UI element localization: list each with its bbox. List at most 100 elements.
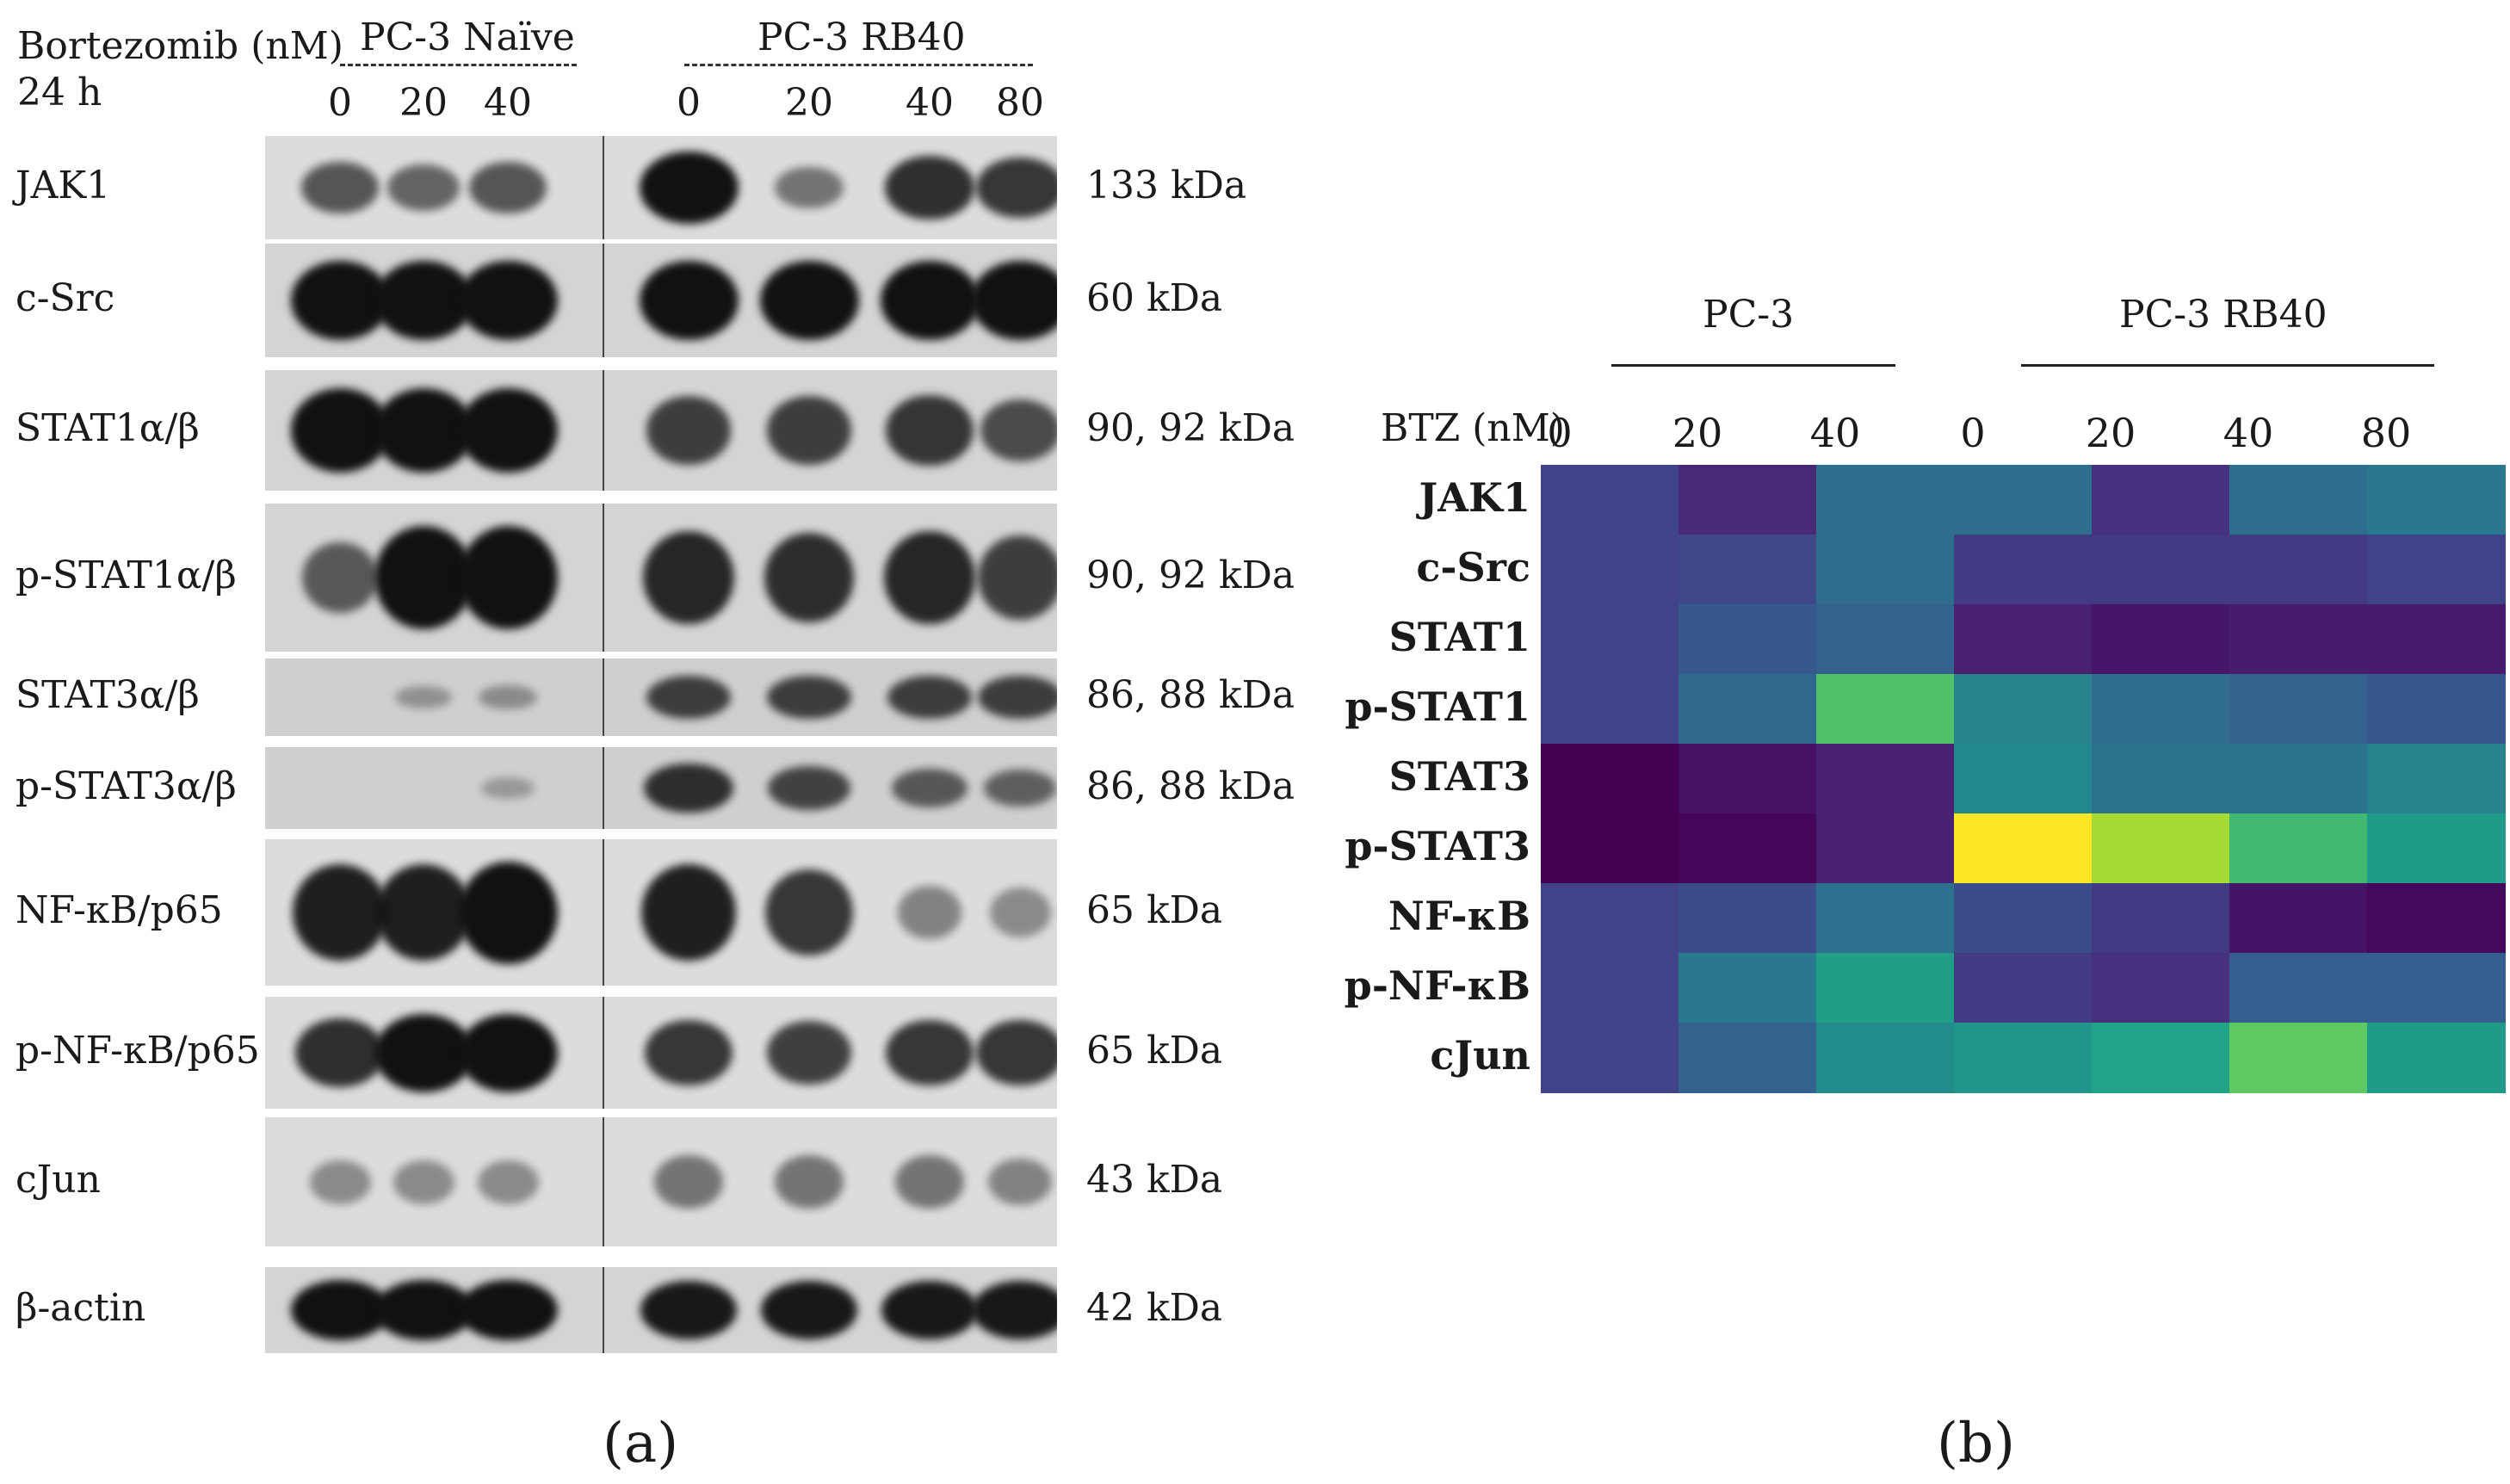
heatmap-cell: [2092, 953, 2230, 1023]
blot-band: [977, 535, 1057, 620]
blot-strip: [265, 997, 1057, 1109]
heatmap-cell: [1816, 674, 1955, 745]
heatmap-cell: [2229, 535, 2368, 605]
heatmap-cell: [1954, 465, 2093, 535]
blot-band: [468, 162, 547, 213]
molecular-weight-label: 65 kDa: [1086, 888, 1223, 932]
blot-band: [395, 685, 452, 709]
blot-band: [759, 260, 859, 341]
molecular-weight-label: 90, 92 kDa: [1086, 553, 1295, 597]
group-underline-naive: [340, 64, 577, 66]
group-label-rb40: PC-3 RB40: [757, 15, 966, 59]
blot-band: [646, 396, 732, 465]
protein-label: cJun: [15, 1158, 101, 1202]
heatmap-cell: [1954, 953, 2093, 1023]
blot-band: [295, 1018, 385, 1087]
blot-band: [376, 864, 471, 961]
heatmap-cell: [1678, 813, 1817, 884]
blot-band: [293, 864, 387, 961]
heatmap-cell: [2229, 953, 2368, 1023]
heatmap-column-label: 40: [1809, 410, 1861, 456]
protein-label: p-NF-κB/p65: [15, 1029, 260, 1073]
heatmap-cell: [2092, 535, 2230, 605]
heatmap-cell: [2229, 465, 2368, 535]
dose-label: 40: [484, 81, 532, 125]
heatmap-group-label-rb40: PC-3 RB40: [2119, 293, 2328, 337]
heatmap-cell: [1816, 535, 1955, 605]
heatmap-cell: [2367, 465, 2506, 535]
heatmap-row-label: STAT1: [1388, 613, 1530, 660]
heatmap-cell: [1954, 744, 2093, 814]
dose-label: 20: [399, 81, 448, 125]
heatmap-column-label: 0: [1547, 410, 1573, 456]
blot-band: [641, 864, 736, 961]
heatmap-cell: [2367, 953, 2506, 1023]
heatmap-cell: [2367, 813, 2506, 884]
blot-band: [970, 260, 1057, 341]
heatmap-cell: [2092, 883, 2230, 954]
blot-band: [898, 886, 961, 939]
blot-band: [645, 1019, 733, 1086]
heatmap-cell: [1954, 535, 2093, 605]
molecular-weight-label: 86, 88 kDa: [1086, 673, 1295, 717]
blot-band: [886, 1019, 974, 1086]
blot-band: [386, 164, 461, 212]
panel-a-caption: (a): [603, 1412, 679, 1475]
heatmap-cell: [2229, 883, 2368, 954]
blot-band: [642, 530, 735, 625]
dose-label: 40: [906, 81, 954, 125]
blot-band: [478, 684, 538, 710]
heatmap-cell: [1678, 744, 1817, 814]
heatmap-cell: [1541, 813, 1679, 884]
blot-band: [393, 1159, 454, 1204]
heatmap-cell: [2367, 744, 2506, 814]
heatmap-cell: [1816, 1023, 1955, 1093]
heatmap-cell: [2367, 674, 2506, 745]
blot-band: [374, 1280, 473, 1340]
blot-band: [768, 765, 850, 811]
heatmap-cell: [2092, 1023, 2230, 1093]
heatmap-cell: [1541, 1023, 1679, 1093]
dose-label: 80: [996, 81, 1044, 125]
blot-band: [374, 388, 473, 473]
heatmap-cell: [1541, 883, 1679, 954]
blot-divider: [603, 1117, 604, 1246]
blot-band: [302, 542, 378, 613]
blot-strip: [265, 370, 1057, 491]
heatmap-cell: [1541, 535, 1679, 605]
dose-label: 0: [677, 81, 701, 125]
treatment-label: Bortezomib (nM): [17, 24, 343, 68]
blot-band: [760, 1281, 858, 1339]
blot-divider: [603, 244, 604, 357]
blot-band: [881, 1281, 979, 1339]
heatmap-row-label: STAT3: [1388, 752, 1530, 800]
group-label-naive: PC-3 Naïve: [360, 15, 575, 59]
blot-band: [971, 1281, 1057, 1339]
blot-band: [290, 388, 390, 473]
blot-divider: [603, 136, 604, 239]
blot-band: [976, 1019, 1057, 1086]
heatmap-cell: [1678, 604, 1817, 675]
blot-band: [646, 675, 732, 720]
blot-strip: [265, 839, 1057, 986]
molecular-weight-label: 65 kDa: [1086, 1029, 1223, 1073]
protein-label: p-STAT3α/β: [15, 764, 237, 808]
heatmap-cell: [1816, 744, 1955, 814]
blot-band: [775, 1155, 844, 1209]
blot-strip: [265, 1267, 1057, 1353]
group-underline-rb40: [684, 64, 1033, 66]
blot-band: [764, 532, 854, 623]
blot-divider: [603, 370, 604, 491]
blot-band: [458, 1280, 558, 1340]
blot-band: [458, 388, 558, 473]
blot-divider: [603, 659, 604, 736]
heatmap-group-underline-rb40: [2021, 364, 2434, 367]
heatmap-cell: [1541, 953, 1679, 1023]
protein-label: β-actin: [15, 1286, 146, 1330]
heatmap-column-label: 20: [2085, 410, 2136, 456]
heatmap-cell: [1816, 883, 1955, 954]
blot-band: [976, 157, 1057, 219]
protein-label: NF-κB/p65: [15, 888, 223, 932]
molecular-weight-label: 86, 88 kDa: [1086, 764, 1295, 808]
heatmap-cell: [2229, 1023, 2368, 1093]
